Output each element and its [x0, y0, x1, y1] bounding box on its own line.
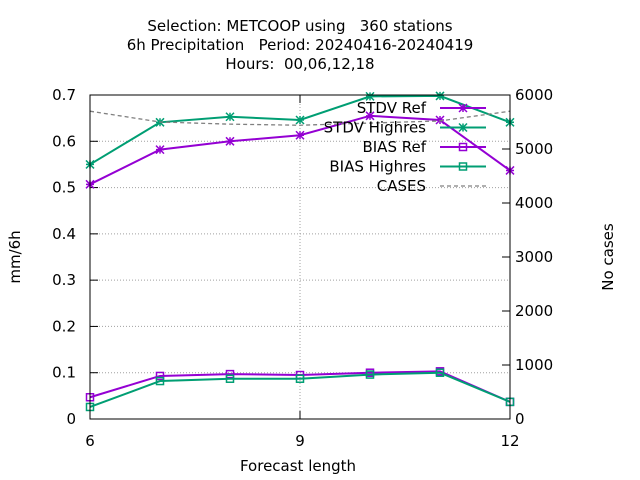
data-point: [155, 145, 165, 155]
y-tick-label: 0.1: [52, 364, 76, 382]
y2-axis-label: No cases: [599, 223, 617, 291]
data-point: [365, 111, 375, 121]
grid-lines: [90, 95, 510, 419]
legend-label: CASES: [377, 177, 426, 195]
series-lines: [85, 91, 515, 412]
y-tick-label: 0: [66, 410, 76, 428]
data-point: [435, 368, 445, 377]
legend-marker: [458, 162, 468, 171]
x-tick-label: 12: [500, 432, 519, 450]
y2-tick-label: 1000: [515, 356, 553, 374]
y-tick-label: 0.2: [52, 317, 76, 335]
y2-tick-label: 3000: [515, 248, 553, 266]
series-line: [89, 110, 511, 126]
y-tick-label: 0.6: [52, 132, 76, 150]
y-tick-label: 0.5: [52, 179, 76, 197]
tick-labels: 0 0.1 0.2 0.3 0.4 0.5 0.6 0.7 0 1000 2000 3000 4000 5…: [52, 86, 553, 450]
y-tick-label: 0.7: [52, 86, 76, 104]
x-tick-label: 9: [295, 432, 305, 450]
x-axis-label: Forecast length: [240, 457, 356, 475]
data-point: [225, 374, 235, 383]
data-point: [225, 369, 235, 379]
data-point: [295, 374, 305, 383]
legend-label: BIAS Highres: [329, 158, 426, 176]
y2-tick-label: 6000: [515, 86, 553, 104]
y2-tick-label: 4000: [515, 194, 553, 212]
data-point: [225, 112, 235, 122]
y2-tick-label: 2000: [515, 302, 553, 320]
y-tick-label: 0.4: [52, 225, 76, 243]
y2-tick-label: 5000: [515, 140, 553, 158]
legend-label: STDV Highres: [324, 119, 427, 137]
series-line: [89, 371, 511, 408]
chart-title-line-3: Hours: 00,06,12,18: [225, 55, 375, 73]
data-point: [155, 376, 165, 386]
legend-marker: [458, 103, 468, 113]
legend-label: BIAS Ref: [362, 138, 426, 156]
data-point: [435, 115, 445, 125]
legend-marker: [458, 122, 468, 133]
data-point: [295, 130, 305, 140]
data-point: [365, 370, 375, 379]
data-point: [295, 115, 305, 125]
x-tick-label: 6: [85, 432, 95, 450]
data-point: [155, 371, 165, 381]
data-point: [435, 91, 445, 101]
chart-title-line-1: Selection: METCOOP using 360 stations: [147, 17, 453, 35]
data-point: [225, 136, 235, 146]
data-point: [365, 91, 375, 101]
legend-marker: [458, 142, 468, 152]
legend-label: STDV Ref: [357, 99, 427, 117]
chart-title-line-2: 6h Precipitation Period: 20240416-202404…: [126, 36, 474, 54]
y2-tick-label: 0: [515, 410, 525, 428]
y-axis-label: mm/6h: [6, 230, 24, 283]
y-tick-label: 0.3: [52, 271, 76, 289]
plot-frame: [89, 94, 511, 420]
